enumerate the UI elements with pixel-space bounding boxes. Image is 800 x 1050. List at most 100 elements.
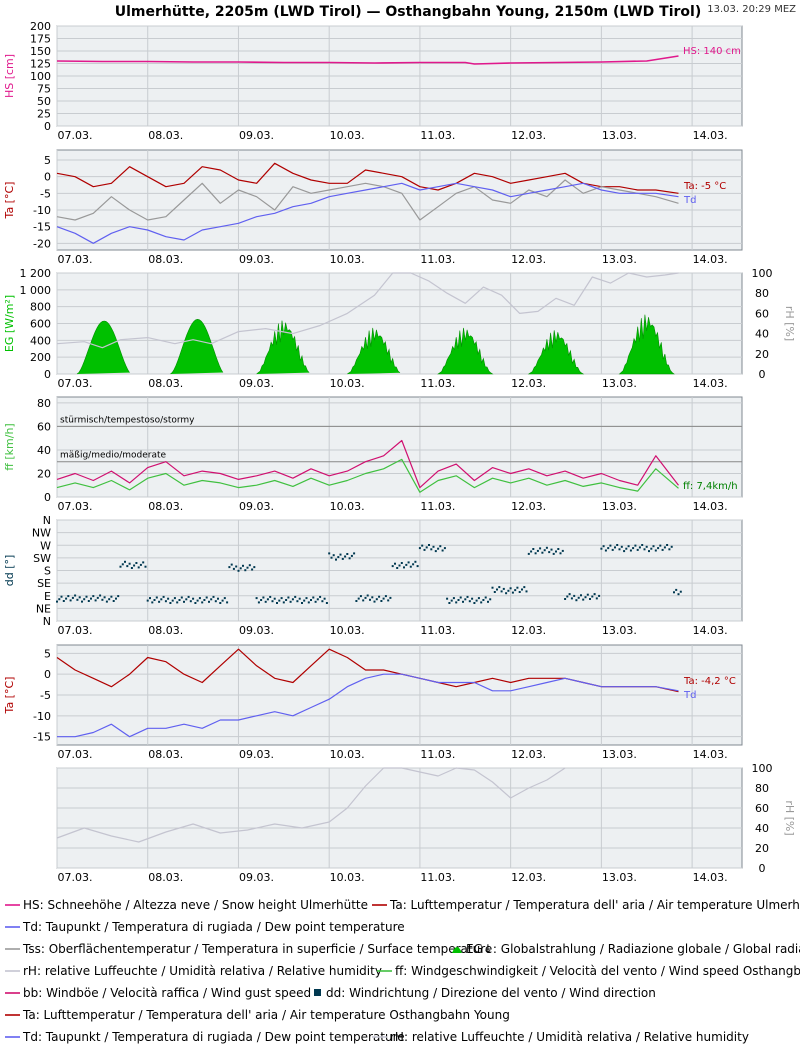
wind-direction-point [493,591,496,593]
x-tick-label-hs: 10.03. [330,129,365,142]
wind-direction-point [475,599,478,602]
panel-hs: 07.03. 08.03. 09.03. 10.03. 11.03. 12.03. 13.0… [3,20,743,142]
radiation-area [437,327,494,375]
wind-direction-point [607,547,610,550]
legend-item-td: Td: Taupunkt / Temperatura di rugiada / … [22,920,405,934]
wind-direction-point [255,597,258,600]
wind-direction-point [160,598,163,601]
wind-direction-point [670,545,673,548]
x-tick-label-ta2: 11.03. [420,748,455,761]
wind-direction-point [634,544,637,547]
wind-direction-point [130,567,133,569]
wind-direction-point [271,600,274,603]
chart-title: Ulmerhütte, 2205m (LWD Tirol) — Osthangb… [115,4,701,20]
wind-direction-point [593,593,596,596]
wind-direction-point [480,601,483,604]
x-tick-label-ta1: 13.03. [602,253,637,266]
series-line-ff [56,458,679,493]
y-tick-label-ff: 60 [37,420,51,433]
wind-direction-point [319,595,322,598]
x-tick-label-ta2: 08.03. [148,748,183,761]
wind-direction-point [412,563,415,566]
wind-direction-point [523,586,526,589]
wind-direction-point [616,544,619,546]
legend-item-bb: bb: Windböe / Velocità raffica / Wind gu… [23,986,311,1000]
wind-direction-point [205,596,208,599]
x-tick-label-ff: 14.03. [693,500,728,513]
wind-direction-point [561,549,564,552]
wind-direction-point [471,597,474,600]
wind-direction-point [545,546,548,549]
wind-direction-point [262,596,265,599]
wind-direction-point [487,600,489,603]
wind-direction-point [60,595,63,598]
panel-ta2: 07.03. 08.03. 09.03. 10.03. 11.03. 12.03. 13.0… [3,644,743,761]
y-tick-label-dd: SE [37,577,51,590]
wind-direction-point [162,595,165,598]
wind-direction-point [441,549,444,552]
y-right-tick-label-eg: 60 [755,307,769,320]
wind-direction-point [219,602,222,604]
wind-direction-point [285,599,288,601]
wind-direction-point [452,597,455,600]
wind-direction-point [500,590,503,593]
y-tick-label-hs: 100 [30,70,51,83]
wind-direction-point [373,600,376,603]
wind-direction-point [502,587,505,590]
wind-direction-point [164,600,167,603]
wind-direction-point [83,598,86,601]
wind-direction-point [321,600,324,603]
wind-direction-point [348,557,351,560]
wind-direction-point [341,557,344,560]
wind-direction-point [407,561,410,564]
plot-area-ff [56,396,743,498]
y-tick-label-ff: 40 [37,444,51,457]
wind-direction-point [112,600,115,602]
wind-direction-point [196,599,199,602]
wind-direction-point [228,566,231,569]
y-right-tick-label-eg: 100 [752,267,773,280]
y-tick-label-hs: 50 [37,95,51,108]
wind-direction-point [103,596,106,599]
wind-direction-point [405,563,408,566]
wind-direction-point [350,554,353,557]
wind-direction-point [296,600,299,603]
wind-direction-point [119,565,122,568]
wind-direction-point [614,546,616,549]
x-tick-label-dd: 11.03. [420,624,455,637]
wind-direction-point [421,544,424,547]
y-tick-label-eg: 1 000 [20,284,52,297]
y-tick-label-ta1: 5 [44,154,51,167]
x-tick-label-ta1: 14.03. [693,253,728,266]
wind-direction-point [276,602,278,604]
wind-direction-point [627,545,630,548]
y-tick-label-hs: 0 [44,120,51,133]
y-axis-label-eg: EG [W/m²] [3,295,16,352]
panels: 07.03. 08.03. 09.03. 10.03. 11.03. 12.03. 13.0… [3,20,796,884]
y-tick-label-eg: 1 200 [20,267,52,280]
wind-direction-point [364,596,367,599]
x-tick-label-ff: 10.03. [330,500,365,513]
y-tick-label-ta2: 0 [44,668,51,681]
radiation-area [256,320,310,375]
wind-direction-point [105,600,108,603]
legend-item-rh: rH: relative Luffeuchte / Umidità relati… [390,1030,749,1044]
wind-direction-point [650,547,653,550]
wind-direction-point [575,599,578,602]
wind-direction-point [173,597,176,600]
wind-direction-point [74,594,77,597]
wind-direction-point [507,589,510,592]
series-line-tss [56,179,679,221]
wind-direction-point [208,600,210,603]
x-tick-label-rh2: 08.03. [148,871,183,884]
wind-direction-point [65,597,68,600]
wind-direction-point [328,552,331,555]
plot-area-rh2 [56,767,743,869]
wind-direction-point [423,548,426,551]
wind-direction-point [335,558,337,561]
x-tick-label-hs: 08.03. [148,129,183,142]
y-tick-label-ta2: 5 [44,647,51,660]
wind-direction-point [203,599,206,601]
wind-direction-point [62,600,65,602]
x-tick-label-rh2: 11.03. [420,871,455,884]
